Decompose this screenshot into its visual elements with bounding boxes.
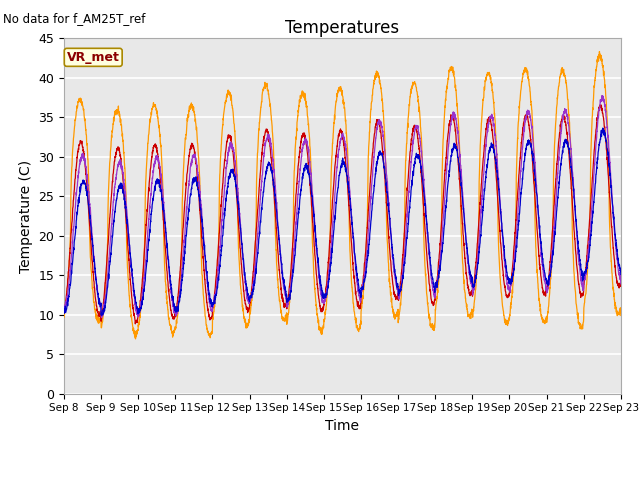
CNR1 PRT [606,167,614,173]
Old Ref Temp [596,48,604,54]
Panel T [606,201,614,207]
Old Ref Temp [157,144,164,150]
Old Ref Temp [606,238,614,244]
Old Ref Temp [298,94,306,99]
Line: Old Ref Temp: Old Ref Temp [64,51,621,339]
CNR1 PRT [298,150,306,156]
Old Ref Temp [132,336,140,342]
Line: HMP45 T: HMP45 T [64,128,621,315]
HMP45 T [298,180,306,186]
HMP45 T [60,307,68,313]
CNR1 PRT [598,93,606,98]
Panel T [60,308,68,313]
Text: VR_met: VR_met [67,51,120,64]
Line: CNR1 PRT: CNR1 PRT [64,96,621,317]
Panel T [298,133,306,139]
HMP45 T [97,312,105,318]
Title: Temperatures: Temperatures [285,19,399,37]
Old Ref Temp [124,265,131,271]
Panel T [546,259,554,264]
CNR1 PRT [60,308,68,313]
Panel T [131,321,139,327]
HMP45 T [599,125,607,131]
Panel T [596,102,604,108]
HMP45 T [546,272,554,278]
HMP45 T [617,271,625,277]
Old Ref Temp [274,276,282,281]
HMP45 T [606,175,614,180]
CNR1 PRT [124,218,132,224]
Text: No data for f_AM25T_ref: No data for f_AM25T_ref [3,12,145,25]
CNR1 PRT [546,273,554,278]
Old Ref Temp [617,312,625,318]
HMP45 T [157,187,164,193]
Line: Panel T: Panel T [64,105,621,324]
CNR1 PRT [274,219,282,225]
Legend: Panel T, Old Ref Temp, HMP45 T, CNR1 PRT: Panel T, Old Ref Temp, HMP45 T, CNR1 PRT [109,478,575,480]
Old Ref Temp [546,285,554,291]
CNR1 PRT [617,281,625,287]
Old Ref Temp [60,314,68,320]
HMP45 T [124,225,132,231]
Panel T [157,178,164,184]
Y-axis label: Temperature (C): Temperature (C) [19,159,33,273]
X-axis label: Time: Time [325,419,360,433]
HMP45 T [274,223,282,228]
Panel T [124,240,131,245]
CNR1 PRT [98,314,106,320]
CNR1 PRT [157,173,164,179]
Panel T [274,246,282,252]
Panel T [617,284,625,289]
